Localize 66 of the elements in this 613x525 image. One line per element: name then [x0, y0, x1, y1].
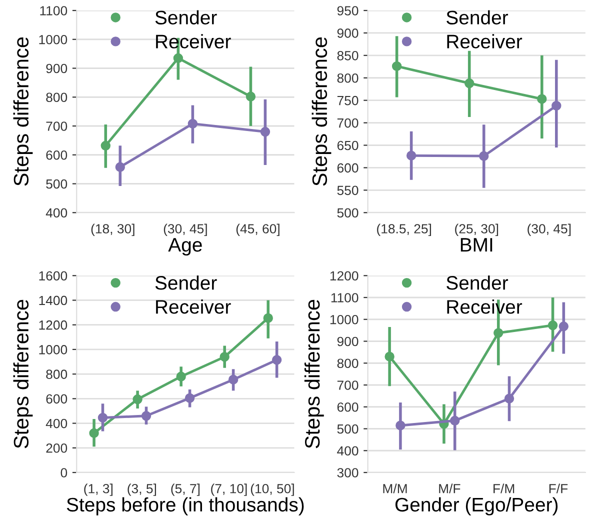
y-tick-label: 1000 — [39, 345, 68, 354]
y-tick-label: 1100 — [40, 6, 68, 16]
legend-label: Sender — [155, 10, 217, 24]
y-tick-label: 400 — [337, 446, 358, 456]
x-tick-label: M/F — [439, 484, 460, 494]
y-tick-label: 600 — [337, 163, 358, 173]
y-tick-label: 900 — [46, 64, 68, 74]
x-axis-title: Age — [168, 238, 202, 256]
y-tick-label: 550 — [337, 186, 358, 196]
y-tick-label: 700 — [337, 380, 358, 390]
y-tick-label: 500 — [337, 424, 358, 434]
x-tick-label: (30, 45] — [528, 224, 571, 236]
y-tick-label: 900 — [337, 28, 358, 38]
y-axis-title: Steps difference — [13, 37, 33, 186]
y-tick-label: 400 — [46, 208, 68, 218]
y-tick-label: 600 — [46, 394, 68, 404]
y-tick-label: 600 — [46, 150, 68, 160]
y-tick-label: 700 — [46, 122, 68, 131]
x-tick-label: (45, 60] — [236, 224, 280, 236]
y-tick-label: 850 — [337, 50, 358, 60]
x-tick-label: F/F — [549, 484, 568, 494]
y-tick-label: 500 — [46, 179, 68, 189]
y-tick-label: 500 — [337, 208, 358, 218]
y-tick-label: 750 — [337, 96, 358, 106]
y-tick-label: 1100 — [331, 293, 358, 302]
x-axis-title: Gender (Ego/Peer) — [395, 497, 558, 516]
y-axis-title: Steps difference — [304, 300, 324, 448]
y-tick-label: 1200 — [330, 271, 358, 281]
x-tick-label: (7, 10] — [211, 484, 247, 496]
x-tick-label: (25, 30] — [455, 224, 498, 236]
y-tick-label: 300 — [337, 468, 358, 478]
y-tick-label: 200 — [46, 443, 68, 453]
x-axis-title: BMI — [460, 238, 492, 252]
y-tick-label: 700 — [337, 118, 358, 128]
x-axis-title: Steps before (in thousands) — [66, 497, 304, 516]
y-tick-label: 950 — [337, 6, 358, 16]
x-tick-label: F/M — [494, 484, 514, 494]
y-tick-label: 600 — [337, 402, 358, 412]
x-tick-label: (1, 3] — [84, 484, 112, 496]
y-tick-label: 650 — [337, 140, 358, 150]
legend-label: Receiver — [156, 299, 231, 314]
x-tick-label: (18, 30] — [91, 224, 134, 236]
y-tick-label: 1200 — [39, 320, 68, 330]
legend-label: Sender — [446, 276, 508, 290]
y-tick-label: 400 — [46, 418, 68, 428]
y-tick-label: 1400 — [39, 296, 68, 306]
y-tick-label: 900 — [337, 336, 358, 346]
legend-label: Sender — [155, 276, 217, 290]
y-tick-label: 800 — [46, 370, 68, 379]
y-tick-label: 1600 — [39, 271, 68, 281]
legend-label: Receiver — [447, 34, 522, 48]
legend-label: Sender — [446, 10, 508, 24]
y-tick-label: 1000 — [330, 314, 358, 324]
y-tick-label: 0 — [60, 468, 68, 478]
y-tick-label: 800 — [46, 92, 68, 102]
x-tick-label: (3, 5] — [128, 484, 156, 496]
y-tick-label: 800 — [337, 73, 358, 83]
x-tick-label: (10, 50] — [250, 484, 294, 496]
x-tick-label: M/M — [383, 484, 407, 494]
x-tick-label: (30, 45] — [164, 224, 207, 236]
x-tick-label: (18.5, 25] — [377, 224, 432, 236]
y-tick-label: 800 — [337, 358, 358, 368]
x-tick-label: (5, 7] — [171, 484, 200, 496]
y-axis-title: Steps difference — [13, 300, 33, 448]
y-tick-label: 1000 — [39, 34, 68, 44]
y-axis-title: Steps difference — [312, 37, 332, 186]
